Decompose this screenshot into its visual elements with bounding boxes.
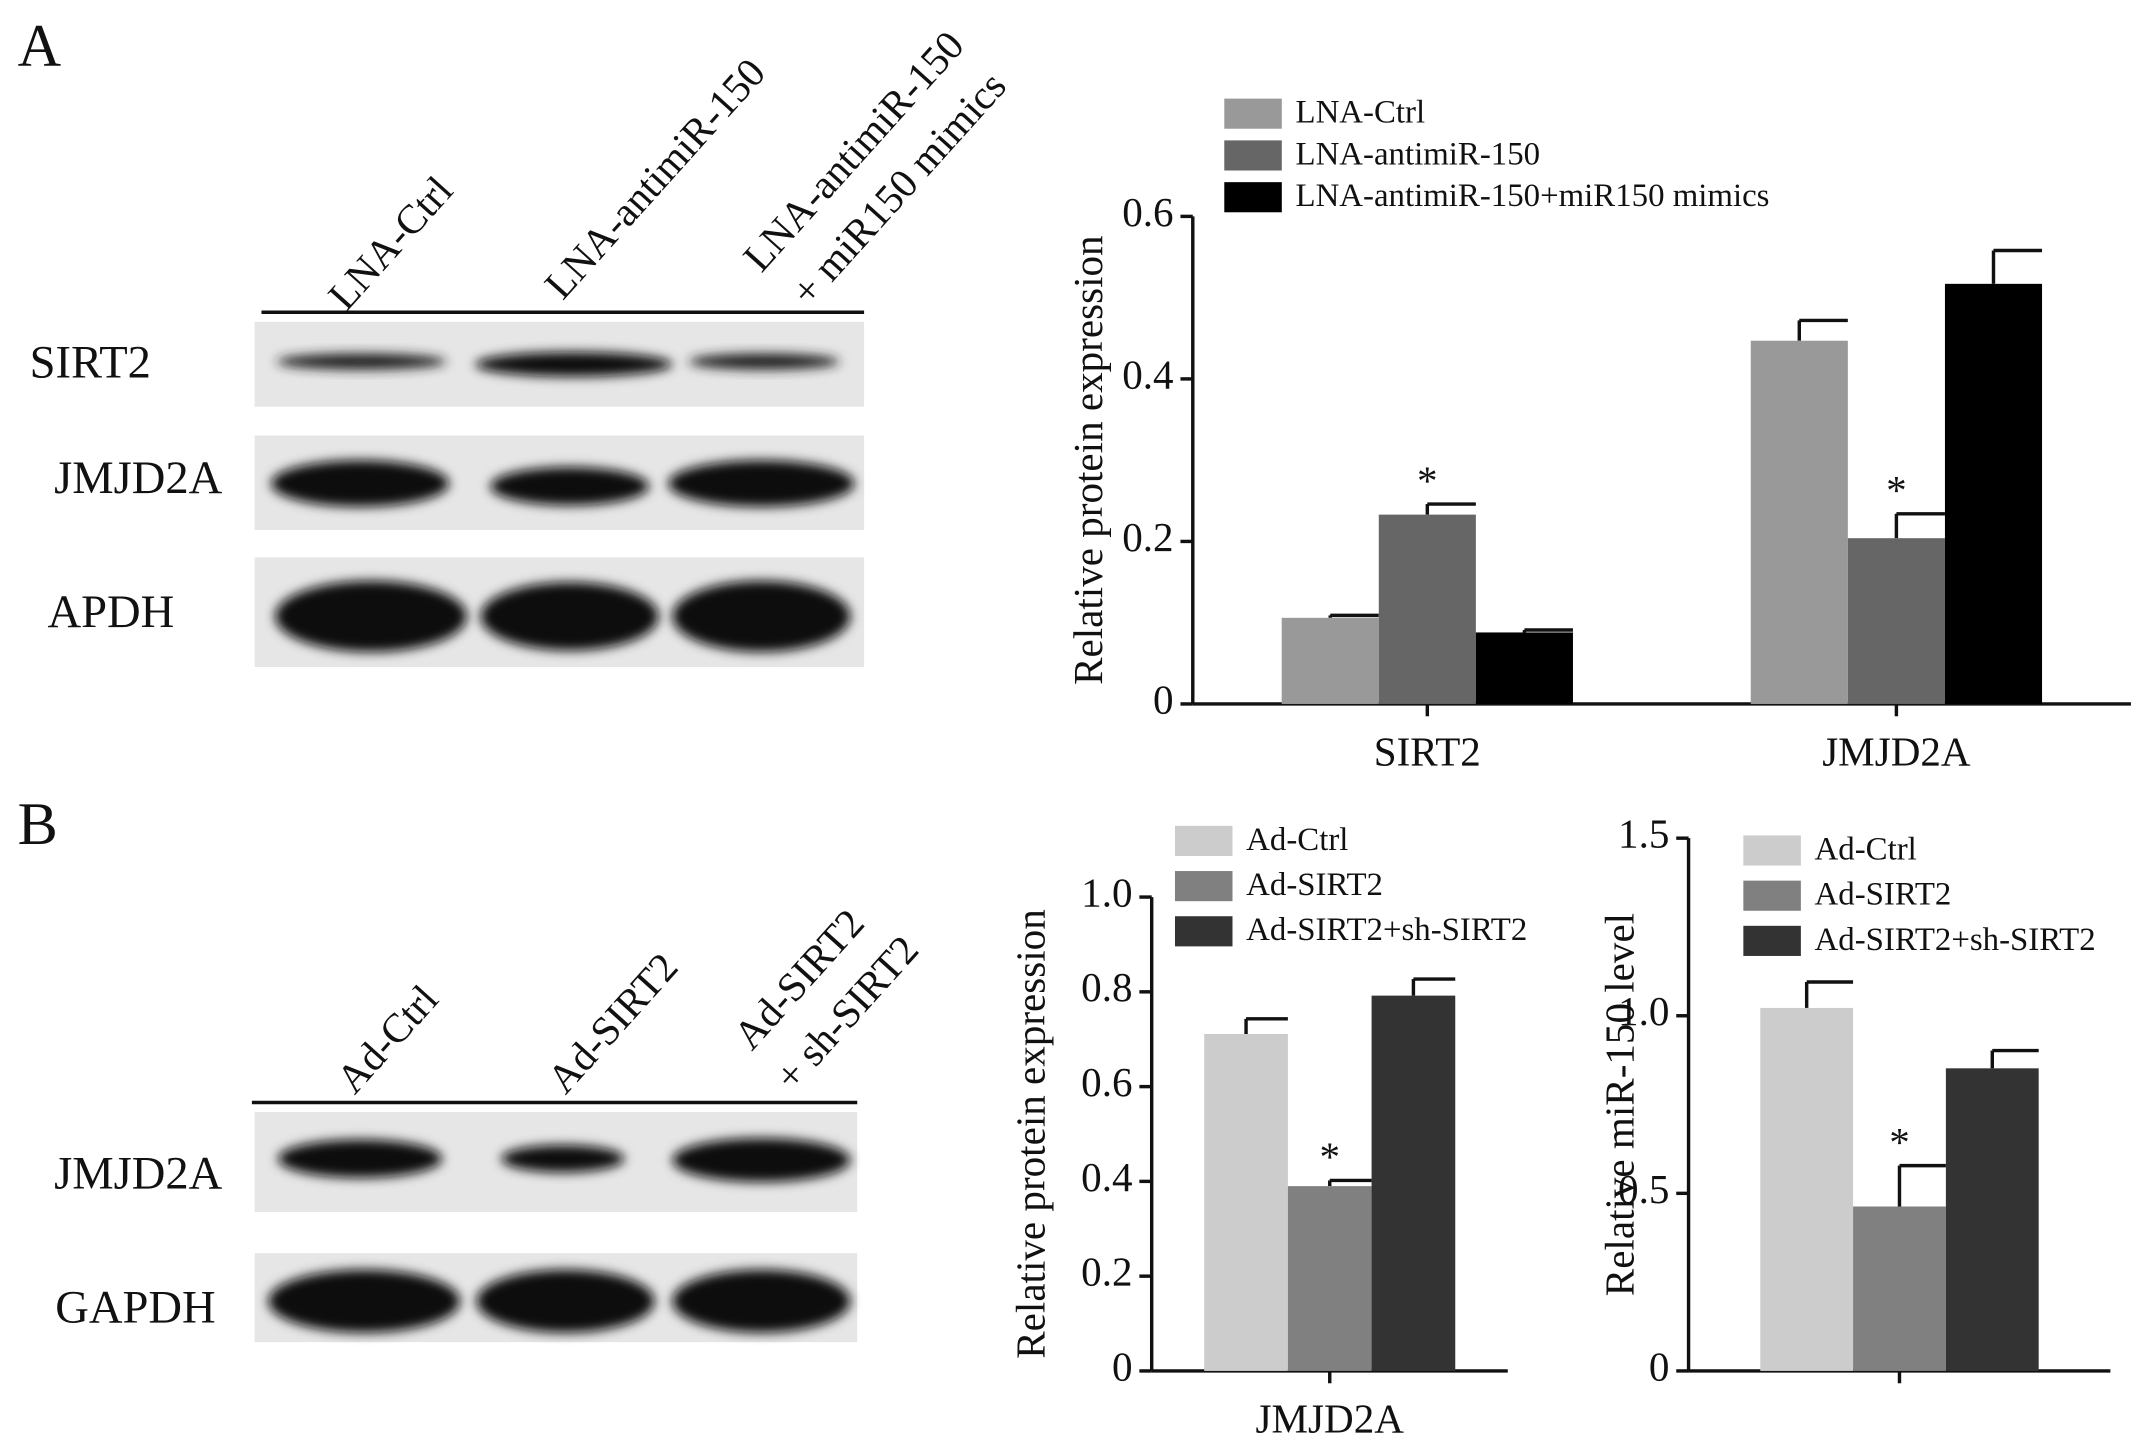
bar — [1281, 617, 1379, 704]
y-tick-label: 0 — [1649, 1343, 1670, 1389]
y-tick-label: 0.4 — [1081, 1154, 1132, 1200]
y-tick-label: 0.6 — [1122, 189, 1173, 235]
legend-swatch — [1174, 916, 1233, 947]
bar — [1750, 340, 1848, 704]
y-tick-label: 0.5 — [1618, 1166, 1669, 1212]
error-bar — [1328, 613, 1379, 618]
bar — [1287, 1186, 1372, 1371]
bar — [1944, 283, 2043, 704]
bar — [1204, 1034, 1288, 1371]
y-axis-label: Relative miR-150 level — [1597, 913, 1643, 1296]
y-tick-label: 0.8 — [1081, 964, 1132, 1010]
legend-swatch — [1224, 182, 1282, 213]
bar — [1378, 514, 1476, 704]
significance-mark: * — [1417, 457, 1438, 503]
lane-label: Ad-Ctrl — [327, 976, 447, 1102]
row-label: JMJD2A — [54, 1149, 223, 1200]
legend-label: LNA-Ctrl — [1295, 95, 1425, 131]
significance-mark: * — [1886, 467, 1907, 513]
lane-label: LNA-Ctrl — [319, 167, 462, 318]
error-bar — [1425, 502, 1476, 515]
y-axis-label: Relative protein expression — [1008, 909, 1054, 1358]
blot — [254, 321, 865, 667]
y-axis-label: Relative protein expression — [1065, 235, 1111, 684]
panel-label: A — [18, 13, 62, 80]
legend-swatch — [1224, 140, 1282, 171]
bar — [1945, 1068, 2039, 1371]
error-bar — [1328, 1178, 1372, 1187]
bar — [1371, 995, 1456, 1371]
error-bar — [1894, 512, 1945, 539]
error-bar — [1897, 1163, 1946, 1207]
legend-label: Ad-Ctrl — [1246, 822, 1348, 858]
y-tick-label: 1.5 — [1618, 811, 1669, 857]
blot — [254, 1112, 858, 1343]
y-tick-label: 0.4 — [1122, 351, 1173, 397]
error-bar — [1411, 977, 1456, 996]
legend-swatch — [1174, 871, 1233, 902]
error-bar — [1990, 1048, 2039, 1069]
x-tick-label: JMJD2A — [1822, 728, 1971, 774]
row-label: GAPDH — [55, 1283, 215, 1334]
legend-swatch — [1224, 98, 1282, 129]
legend-swatch — [1743, 880, 1801, 911]
lane-label: Ad-SIRT2 — [538, 944, 687, 1102]
legend-swatch — [1174, 825, 1233, 856]
y-tick-label: 1.0 — [1618, 988, 1669, 1034]
x-tick-label: JMJD2A — [1256, 1395, 1405, 1441]
legend-label: Ad-SIRT2 — [1246, 867, 1383, 903]
error-bar — [1804, 980, 1854, 1008]
bar — [1853, 1206, 1946, 1371]
error-bar — [1991, 248, 2043, 284]
legend-label: LNA-antimiR-150 — [1295, 136, 1540, 172]
row-label: SIRT2 — [30, 338, 151, 389]
y-tick-label: 0.2 — [1122, 514, 1173, 560]
error-bar — [1244, 1017, 1288, 1035]
legend-label: LNA-antimiR-150+miR150 mimics — [1295, 178, 1769, 214]
significance-mark: * — [1319, 1134, 1340, 1180]
y-tick-label: 0 — [1112, 1343, 1133, 1389]
y-tick-label: 1.0 — [1081, 869, 1132, 915]
error-bar — [1797, 318, 1848, 341]
legend-label: Ad-SIRT2+sh-SIRT2 — [1815, 922, 2096, 958]
legend-swatch — [1743, 925, 1801, 956]
legend-label: Ad-Ctrl — [1815, 831, 1917, 867]
y-tick-label: 0 — [1153, 676, 1174, 722]
bar — [1475, 632, 1573, 704]
legend-swatch — [1743, 835, 1801, 866]
panel-label: B — [18, 791, 58, 858]
x-tick-label: SIRT2 — [1374, 728, 1481, 774]
error-bar — [1522, 628, 1573, 633]
legend-label: Ad-SIRT2 — [1815, 877, 1952, 913]
row-label: APDH — [47, 587, 174, 638]
significance-mark: * — [1889, 1119, 1910, 1165]
y-tick-label: 0.6 — [1081, 1059, 1132, 1105]
legend-label: Ad-SIRT2+sh-SIRT2 — [1246, 912, 1527, 948]
y-tick-label: 0.2 — [1081, 1249, 1132, 1295]
row-label: JMJD2A — [54, 453, 223, 504]
lane-label: LNA-antimiR-150 — [535, 49, 774, 307]
bar — [1760, 1007, 1854, 1371]
bar — [1847, 538, 1945, 704]
